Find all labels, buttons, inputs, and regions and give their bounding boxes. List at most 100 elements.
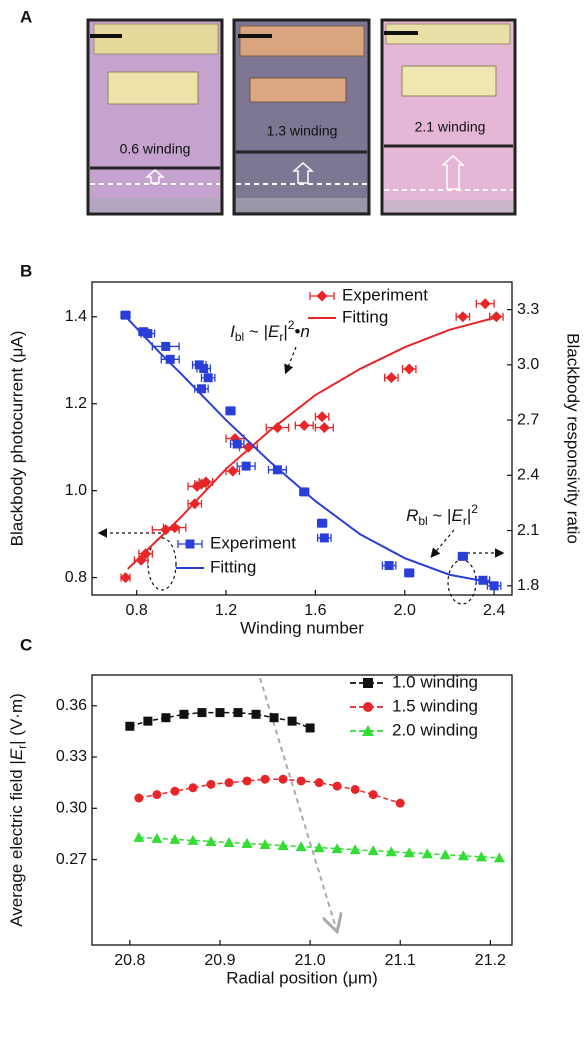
marker xyxy=(140,548,152,560)
legend-label: Experiment xyxy=(210,533,296,552)
x-tick-label: 1.6 xyxy=(304,602,326,619)
annotation: Rbl ~ |Er|2 xyxy=(406,502,478,528)
marker xyxy=(331,843,343,854)
marker xyxy=(332,781,342,791)
micrograph-label: 0.6 winding xyxy=(120,141,191,157)
y2-tick-label: 2.4 xyxy=(517,467,539,484)
text-part: r xyxy=(279,330,283,344)
marker xyxy=(206,779,216,789)
marker xyxy=(368,790,378,800)
marker xyxy=(120,572,132,584)
y2-tick-label: 3.0 xyxy=(517,356,539,373)
marker xyxy=(125,721,135,731)
marker xyxy=(188,783,198,793)
marker xyxy=(385,372,397,384)
y2-tick-label: 1.8 xyxy=(517,577,539,594)
marker xyxy=(493,852,505,863)
marker xyxy=(165,354,175,364)
x-tick-label: 20.8 xyxy=(114,952,145,969)
y-tick-label: 1.4 xyxy=(65,308,87,325)
marker xyxy=(457,311,469,323)
marker xyxy=(319,533,329,543)
marker xyxy=(215,708,225,718)
legend-label: 2.0 winding xyxy=(392,720,478,739)
y2-tick-label: 3.3 xyxy=(517,301,539,318)
y-axis-title: Average electric field |Er| (V·m) xyxy=(7,693,29,927)
marker xyxy=(403,363,415,375)
text-part: Average electric field | xyxy=(7,760,26,927)
x-tick-label: 21.2 xyxy=(475,952,506,969)
marker xyxy=(203,373,213,383)
marker xyxy=(298,419,310,431)
y-tick-label: 0.27 xyxy=(56,851,87,868)
marker xyxy=(403,847,415,858)
legend-swatch xyxy=(185,539,195,549)
y2-tick-label: 2.1 xyxy=(517,522,539,539)
marker xyxy=(151,832,163,843)
marker xyxy=(269,713,279,723)
series-line xyxy=(127,318,499,585)
text-part: n xyxy=(300,322,309,341)
marker xyxy=(296,776,306,786)
y-axis-title: Blackbody photocurrent (μA) xyxy=(7,331,26,547)
marker xyxy=(475,851,487,862)
marker xyxy=(121,310,131,320)
text-part: ~ | xyxy=(428,506,452,525)
text-part: bl xyxy=(235,330,244,344)
marker xyxy=(161,713,171,723)
text-part: | (V·m) xyxy=(7,693,26,745)
text-part: 2 xyxy=(288,318,295,332)
marker xyxy=(350,784,360,794)
panel-label: B xyxy=(20,261,32,280)
panel-label: C xyxy=(20,635,32,654)
series-line xyxy=(127,315,499,570)
legend-swatch xyxy=(363,702,373,712)
marker xyxy=(439,849,451,860)
marker xyxy=(197,708,207,718)
legend-label: Experiment xyxy=(342,285,428,304)
marker xyxy=(205,835,217,846)
x-tick-label: 1.2 xyxy=(215,602,237,619)
x-tick-label: 0.8 xyxy=(126,602,148,619)
text-part: | xyxy=(467,506,471,525)
marker xyxy=(395,798,405,808)
marker xyxy=(241,461,251,471)
text-part: 2 xyxy=(471,502,478,516)
marker xyxy=(199,364,209,374)
legend-swatch xyxy=(363,678,373,688)
x-tick-label: 20.9 xyxy=(204,952,235,969)
legend-label: Fitting xyxy=(342,307,388,326)
y-tick-label: 0.30 xyxy=(56,800,87,817)
marker xyxy=(277,840,289,851)
y2-tick-label: 2.7 xyxy=(517,411,539,428)
marker xyxy=(272,465,282,475)
text-part: bl xyxy=(418,514,427,528)
text-part: E xyxy=(451,506,463,525)
marker xyxy=(295,841,307,852)
marker xyxy=(479,298,491,310)
marker xyxy=(232,439,242,449)
text-part: r xyxy=(15,745,29,749)
legend-swatch xyxy=(362,725,374,736)
text-part: • xyxy=(294,322,300,341)
marker xyxy=(421,848,433,859)
annotation: Ibl ~ |Er|2•n xyxy=(230,318,310,344)
marker xyxy=(349,844,361,855)
marker xyxy=(224,778,234,788)
y2-axis-title: Blackbody responsivity ratio xyxy=(564,333,583,544)
x-tick-label: 2.4 xyxy=(483,602,505,619)
plot-frame xyxy=(91,281,513,596)
text-part: E xyxy=(268,322,280,341)
marker xyxy=(143,329,153,339)
marker xyxy=(457,850,469,861)
series-line xyxy=(138,778,401,804)
x-axis-title: Radial position (μm) xyxy=(226,968,378,987)
marker xyxy=(226,406,236,416)
marker xyxy=(170,786,180,796)
panel-label: A xyxy=(20,7,32,26)
marker xyxy=(313,842,325,853)
y-tick-label: 1.2 xyxy=(65,395,87,412)
x-tick-label: 21.1 xyxy=(385,952,416,969)
marker xyxy=(242,776,252,786)
